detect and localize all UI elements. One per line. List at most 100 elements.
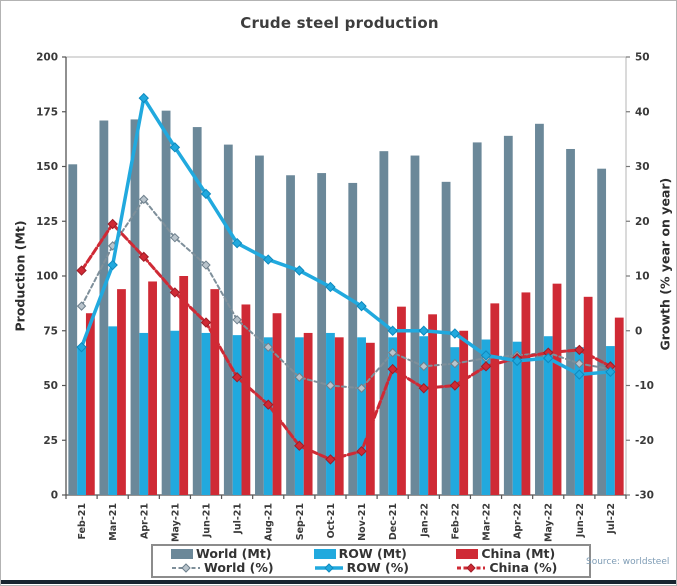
- row-line-marker: [263, 254, 274, 265]
- row-bar: [294, 337, 304, 495]
- row-bar: [232, 335, 242, 495]
- china-bar: [521, 292, 531, 495]
- left-tick-label: 75: [43, 325, 58, 337]
- world-line-marker: [387, 347, 398, 358]
- world-line-marker: [574, 358, 585, 369]
- row-line-marker: [511, 355, 523, 367]
- x-tick-label: Oct-21: [326, 503, 337, 538]
- legend-item-row-mt: ROW (Mt): [300, 547, 443, 561]
- china-line-marker: [387, 363, 398, 375]
- legend-item-world-mt: World (Mt): [157, 547, 300, 561]
- world-line-marker: [450, 358, 460, 369]
- china-bar: [210, 289, 220, 495]
- row-line-marker: [294, 265, 305, 276]
- left-tick-label: 175: [36, 106, 58, 118]
- china-line-marker: [263, 399, 274, 410]
- world-line: [80, 198, 612, 390]
- china-pct-swatch: [456, 562, 486, 574]
- legend-item-world-pct: World (%): [157, 561, 300, 575]
- legend-item-china-mt: China (Mt): [442, 547, 585, 561]
- china-line-marker: [231, 372, 243, 383]
- x-tick-label: Feb-22: [450, 503, 461, 540]
- world-bar: [161, 110, 171, 495]
- left-tick-label: 150: [36, 161, 58, 173]
- world-bar: [441, 181, 451, 495]
- x-tick-label: Jun-22: [575, 503, 586, 538]
- world-bar: [535, 123, 544, 496]
- world-line-marker: [232, 315, 242, 325]
- china-line: [80, 222, 612, 461]
- china-bar: [303, 332, 313, 495]
- world-line-marker: [325, 380, 336, 391]
- right-axis-title: Growth (% year on year): [657, 177, 673, 351]
- left-tick-label: 25: [43, 435, 58, 447]
- row-bar: [326, 332, 335, 495]
- world-bar: [317, 173, 327, 495]
- china-mt-swatch: [456, 549, 479, 559]
- x-tick-label: Feb-21: [77, 503, 88, 540]
- right-tick-label: -20: [635, 435, 654, 447]
- row-line-marker: [387, 325, 398, 336]
- world-bar: [597, 168, 607, 495]
- china-bar: [490, 303, 500, 495]
- right-tick-label: 40: [635, 106, 650, 118]
- china-bar: [179, 276, 189, 495]
- legend-label: ROW (Mt): [338, 546, 407, 561]
- legend-label: China (Mt): [481, 546, 556, 561]
- legend-label: World (%): [204, 560, 274, 575]
- world-line-marker: [294, 372, 305, 382]
- legend-item-row-pct: ROW (%): [300, 561, 443, 575]
- world-bar: [223, 144, 233, 495]
- legend-label: China (%): [489, 560, 558, 575]
- left-tick-label: 0: [51, 490, 58, 502]
- china-line-marker: [138, 251, 149, 263]
- world-bar: [99, 120, 109, 495]
- china-bar: [241, 304, 251, 495]
- row-bar: [201, 332, 211, 495]
- row-line-marker: [107, 259, 118, 271]
- china-line-marker: [107, 218, 118, 230]
- china-bar: [614, 317, 624, 495]
- x-tick-label: Jul-22: [606, 503, 617, 535]
- china-line-marker: [200, 317, 212, 328]
- row-mt-swatch: [313, 549, 336, 559]
- row-bar: [606, 346, 615, 495]
- x-tick-label: Jan-22: [419, 503, 430, 538]
- row-pct-swatch: [314, 562, 344, 574]
- china-line-marker: [449, 380, 461, 391]
- row-line: [79, 96, 613, 377]
- row-bar: [450, 347, 460, 495]
- china-line-marker: [480, 361, 492, 372]
- china-bar: [459, 330, 469, 495]
- x-tick-label: Apr-22: [513, 503, 524, 539]
- x-tick-label: May-21: [170, 503, 181, 542]
- world-bar: [472, 142, 482, 495]
- row-line-marker: [543, 352, 554, 364]
- china-bar: [552, 283, 562, 495]
- china-line-marker: [574, 344, 585, 356]
- china-bar: [334, 337, 344, 495]
- x-tick-label: Mar-22: [482, 503, 493, 541]
- china-bar: [148, 281, 157, 495]
- row-line-marker: [574, 369, 585, 380]
- world-line-marker: [76, 301, 87, 311]
- china-line-marker: [169, 287, 181, 298]
- row-bar: [543, 336, 553, 495]
- china-bar: [365, 342, 375, 495]
- row-line-marker: [231, 237, 243, 249]
- world-line-marker: [419, 361, 429, 372]
- world-bar: [255, 155, 264, 496]
- row-bar: [77, 346, 86, 495]
- world-bar: [286, 175, 295, 495]
- row-line-marker: [325, 281, 336, 293]
- row-bar: [419, 336, 429, 495]
- row-line-marker: [76, 341, 87, 353]
- x-tick-label: Mar-21: [108, 503, 119, 541]
- legend-label: ROW (%): [346, 560, 409, 575]
- china-line-marker: [294, 440, 305, 451]
- world-line-marker: [139, 194, 149, 205]
- china-bar: [583, 296, 593, 495]
- legend-label: World (Mt): [196, 546, 272, 561]
- row-line-marker: [449, 328, 461, 339]
